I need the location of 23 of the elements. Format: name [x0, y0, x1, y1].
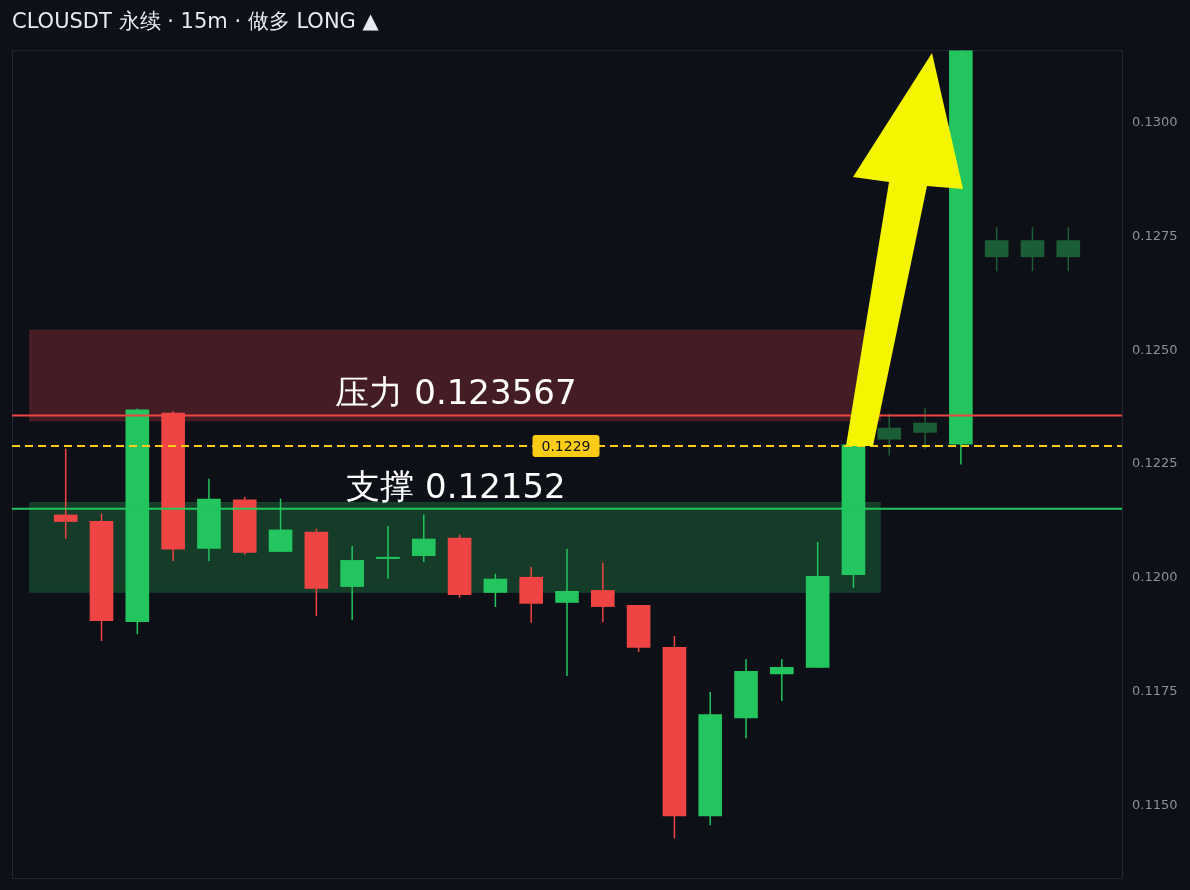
y-tick-label: 0.1150 — [1132, 796, 1178, 812]
y-tick-label: 0.1300 — [1132, 114, 1178, 130]
candlestick — [984, 226, 1009, 272]
candlestick — [411, 513, 436, 563]
chart-title: CLOUSDT 永续 · 15m · 做多 LONG ▲ — [12, 9, 380, 34]
candlestick — [1020, 226, 1045, 272]
ref-line-label: 0.1229 — [541, 437, 591, 454]
candlestick — [1056, 226, 1081, 272]
y-tick-label: 0.1225 — [1132, 455, 1178, 471]
candlestick — [483, 572, 508, 608]
candlestick — [555, 547, 579, 677]
candlestick — [913, 406, 937, 450]
ref-line-label: 支撑 0.12152 — [346, 465, 566, 506]
y-tick-label: 0.1175 — [1132, 682, 1178, 698]
candlestick — [53, 447, 78, 540]
candlestick — [590, 562, 615, 623]
ref-line-label: 压力 0.123567 — [335, 372, 577, 413]
y-tick-label: 0.1250 — [1132, 341, 1178, 357]
candlestick — [877, 412, 902, 457]
y-tick-label: 0.1275 — [1132, 228, 1178, 244]
candlestick — [770, 658, 794, 702]
candlestick — [376, 525, 400, 580]
y-tick-label: 0.1200 — [1132, 569, 1178, 585]
